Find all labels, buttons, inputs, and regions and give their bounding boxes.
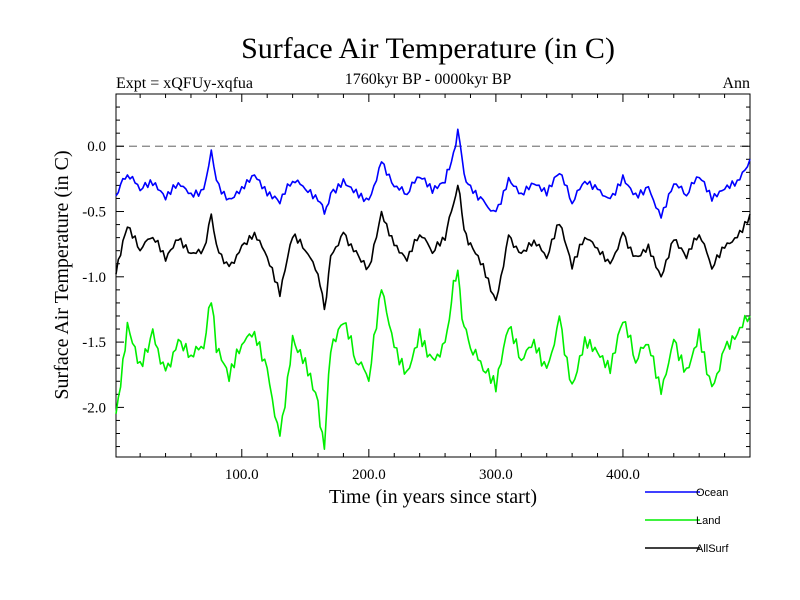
x-axis-label: Time (in years since start) bbox=[329, 486, 537, 508]
y-tick-label: -0.5 bbox=[82, 205, 106, 221]
legend-label-ocean: Ocean bbox=[696, 487, 728, 499]
y-tick-label: -1.5 bbox=[82, 335, 106, 351]
x-tick-label: 400.0 bbox=[606, 467, 640, 483]
series-line-ocean bbox=[115, 128, 751, 219]
chart-title: Surface Air Temperature (in C) bbox=[241, 32, 615, 65]
y-axis-label: Surface Air Temperature (in C) bbox=[51, 150, 73, 399]
subtitle-left: Expt = xQFUy-xqfua bbox=[116, 75, 253, 92]
y-axis: 0.0 -0.5 -1.0 -1.5 -2.0 bbox=[82, 106, 750, 448]
x-tick-label: 300.0 bbox=[479, 467, 513, 483]
legend-label-land: Land bbox=[696, 515, 720, 527]
plot-frame bbox=[115, 93, 751, 458]
x-tick-label: 100.0 bbox=[225, 467, 259, 483]
x-axis: 100.0 200.0 300.0 400.0 bbox=[139, 94, 726, 483]
y-tick-label: -1.0 bbox=[82, 270, 106, 286]
x-tick-label: 200.0 bbox=[352, 467, 386, 483]
series-line-land bbox=[115, 269, 751, 451]
series-lines bbox=[115, 128, 751, 451]
series-line-allsurf bbox=[115, 184, 751, 311]
legend-label-allsurf: AllSurf bbox=[696, 543, 729, 555]
subtitle-center: 1760kyr BP - 0000kyr BP bbox=[345, 71, 512, 88]
legend: Ocean Land AllSurf bbox=[645, 487, 729, 555]
subtitle-right: Ann bbox=[722, 75, 750, 92]
y-tick-label: 0.0 bbox=[87, 139, 106, 155]
y-tick-label: -2.0 bbox=[82, 400, 106, 416]
